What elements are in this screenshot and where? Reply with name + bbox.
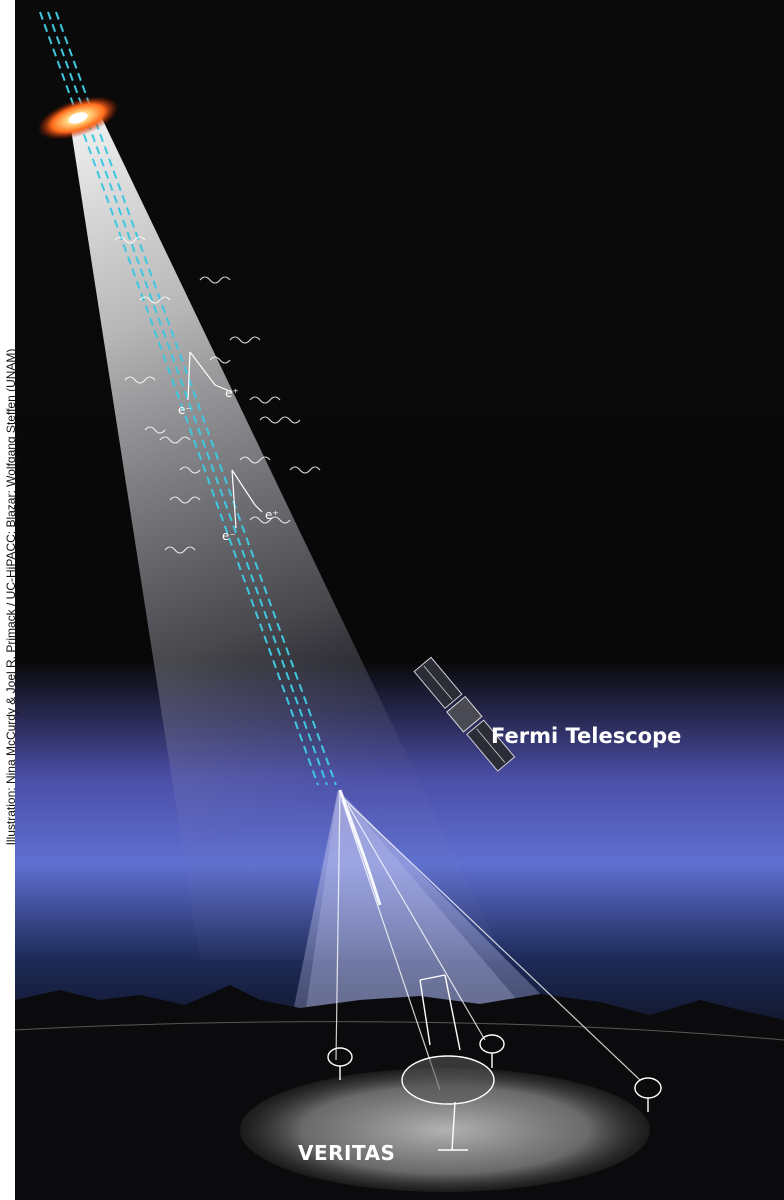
air-shower-icon	[338, 789, 382, 906]
blazar-icon	[37, 96, 119, 140]
satellite-icon	[413, 656, 516, 772]
electron-label: e⁻	[222, 529, 236, 543]
positron-label: e⁺	[225, 386, 239, 400]
electron-label: e⁻	[178, 403, 192, 417]
veritas-label: VERITAS	[298, 1141, 396, 1165]
fermi-telescope-label: Fermi Telescope	[491, 724, 682, 748]
cherenkov-telescope-icon	[327, 974, 662, 1151]
image-credit: Illustration: Nina McCurdy & Joel R. Pri…	[4, 348, 18, 846]
positron-label: e⁺	[265, 508, 279, 522]
